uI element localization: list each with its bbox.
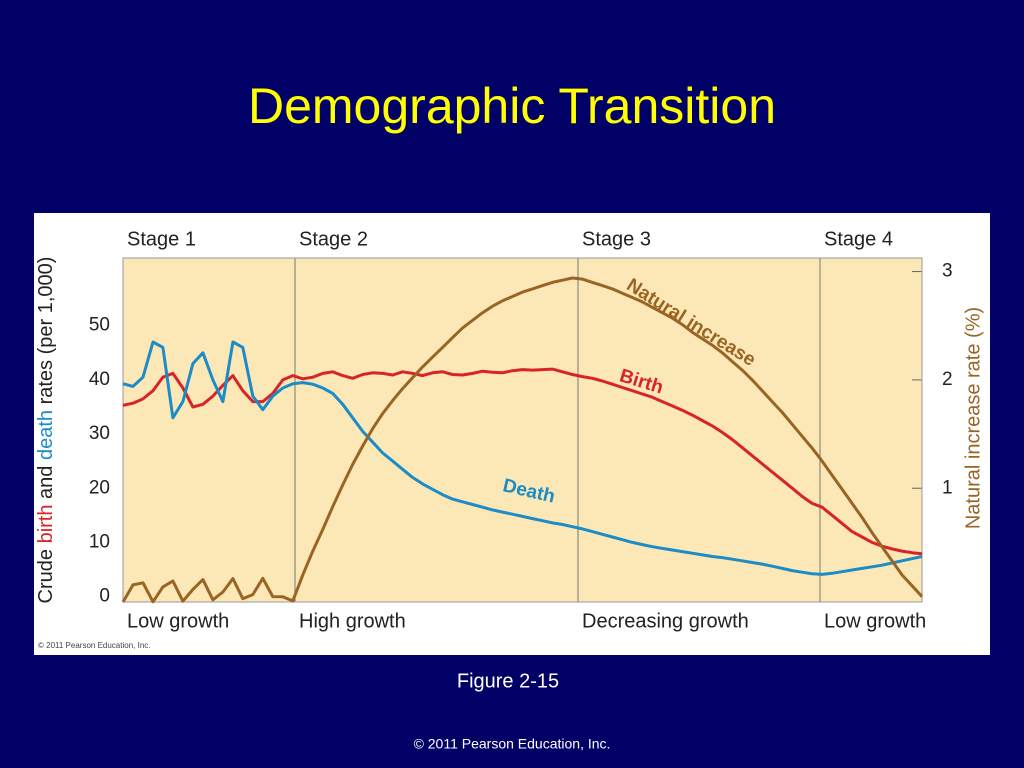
growth-label: Low growth [127, 610, 229, 632]
stage-label: Stage 2 [299, 228, 368, 250]
y-label-part: rates (per 1,000) [35, 257, 57, 410]
slide-title: Demographic Transition [248, 78, 776, 134]
series-line [121, 276, 924, 604]
stage-label: Stage 1 [127, 228, 196, 250]
stage-label: Stage 3 [582, 228, 651, 250]
y2-axis-label: Natural increase rate (%) [962, 307, 984, 529]
stage-label: Stage 4 [824, 228, 893, 250]
footer: © 2011 Pearson Education, Inc. [414, 736, 611, 752]
y-tick-label: 20 [89, 477, 110, 498]
y-label-part: and [35, 460, 57, 504]
y-label-part: death [35, 410, 57, 460]
y2-tick-label: 2 [942, 369, 953, 390]
y-axis-label: Crude birth and death rates (per 1,000) [35, 257, 57, 604]
y-tick-label: 0 [99, 586, 110, 607]
y-label-part: Crude [35, 543, 57, 603]
growth-label: Low growth [824, 610, 926, 632]
y-tick-label: 30 [89, 423, 110, 444]
plot-area [123, 258, 922, 602]
series-line [122, 340, 923, 576]
y-tick-label: 50 [89, 315, 110, 336]
y-tick-label: 40 [89, 369, 110, 390]
chart-copyright: © 2011 Pearson Education, Inc. [38, 641, 150, 650]
y2-tick-label: 1 [942, 477, 953, 498]
y2-tick-label: 3 [942, 261, 953, 282]
growth-label: High growth [299, 610, 406, 632]
y-tick-label: 10 [89, 531, 110, 552]
y-label-part: birth [35, 505, 57, 544]
plot-frame [122, 257, 923, 603]
growth-label: Decreasing growth [582, 610, 749, 632]
figure-caption: Figure 2-15 [457, 670, 559, 692]
